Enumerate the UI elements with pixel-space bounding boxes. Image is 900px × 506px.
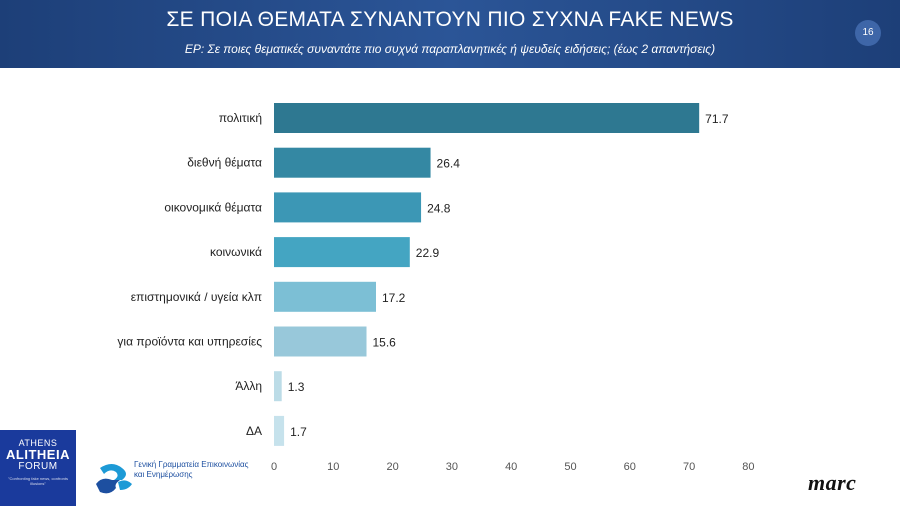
category-label: ΔΑ <box>246 424 262 438</box>
page-subtitle: ΕΡ: Σε ποιες θεματικές συναντάτε πιο συχ… <box>184 42 716 56</box>
page-title: ΣΕ ΠΟΙΑ ΘΕΜΑΤΑ ΣΥΝΑΝΤΟΥΝ ΠΙΟ ΣΥΧΝΑ FAKE … <box>166 8 734 31</box>
category-label: διεθνή θέματα <box>187 156 262 170</box>
x-tick-label: 60 <box>624 461 636 473</box>
x-tick-label: 80 <box>742 461 754 473</box>
category-label: επιστημονικά / υγεία κλπ <box>131 290 262 304</box>
value-label: 71.7 <box>705 112 729 126</box>
bar <box>274 371 282 402</box>
gov-text-line2: και Ενημέρωσης <box>134 470 193 479</box>
x-tick-label: 0 <box>271 461 277 473</box>
logo-line-athens: ATHENS <box>18 438 58 448</box>
x-tick-label: 70 <box>683 461 695 473</box>
x-tick-label: 10 <box>327 461 339 473</box>
category-label: πολιτική <box>219 111 262 125</box>
x-tick-label: 50 <box>564 461 576 473</box>
x-tick-label: 40 <box>505 461 517 473</box>
athens-alitheia-forum-logo: ATHENS ALITHEIA FORUM "Confronting fake … <box>0 430 76 506</box>
logo-tagline: "Confronting fake news, confronts illusi… <box>8 476 68 486</box>
category-label: Άλλη <box>235 379 262 393</box>
value-label: 1.3 <box>288 380 305 394</box>
value-label: 22.9 <box>416 246 440 260</box>
bar <box>274 237 410 268</box>
value-label: 17.2 <box>382 291 406 305</box>
gov-secretariat-logo-icon <box>96 464 132 494</box>
value-label: 15.6 <box>373 336 397 350</box>
value-label: 24.8 <box>427 201 451 215</box>
gov-secretariat-text: Γενική Γραμματεία Επικοινωνίας και Ενημέ… <box>134 460 264 480</box>
bar <box>274 192 422 223</box>
marc-brand-logo: marc <box>808 470 857 495</box>
category-label: οικονομικά θέματα <box>164 200 262 214</box>
gov-text-line1: Γενική Γραμματεία Επικοινωνίας <box>134 460 249 469</box>
value-label: 26.4 <box>437 157 461 171</box>
x-tick-label: 20 <box>386 461 398 473</box>
logo-line-forum: FORUM <box>18 461 58 472</box>
x-tick-label: 30 <box>446 461 458 473</box>
header-banner: ΣΕ ΠΟΙΑ ΘΕΜΑΤΑ ΣΥΝΑΝΤΟΥΝ ΠΙΟ ΣΥΧΝΑ FAKE … <box>0 0 900 68</box>
category-label: για προϊόντα και υπηρεσίες <box>117 335 262 349</box>
bar <box>274 103 700 133</box>
category-label: κοινωνικά <box>210 245 262 259</box>
bar <box>274 415 285 446</box>
bar <box>274 281 376 312</box>
logo-line-alitheia: ALITHEIA <box>6 447 70 462</box>
bar <box>274 147 431 178</box>
bar-chart: πολιτική 71.7 διεθνή θέματα 26.4 οικονομικά … <box>117 103 755 473</box>
page-number-badge: 16 <box>855 20 881 46</box>
value-label: 1.7 <box>290 425 307 439</box>
bar <box>274 326 367 357</box>
